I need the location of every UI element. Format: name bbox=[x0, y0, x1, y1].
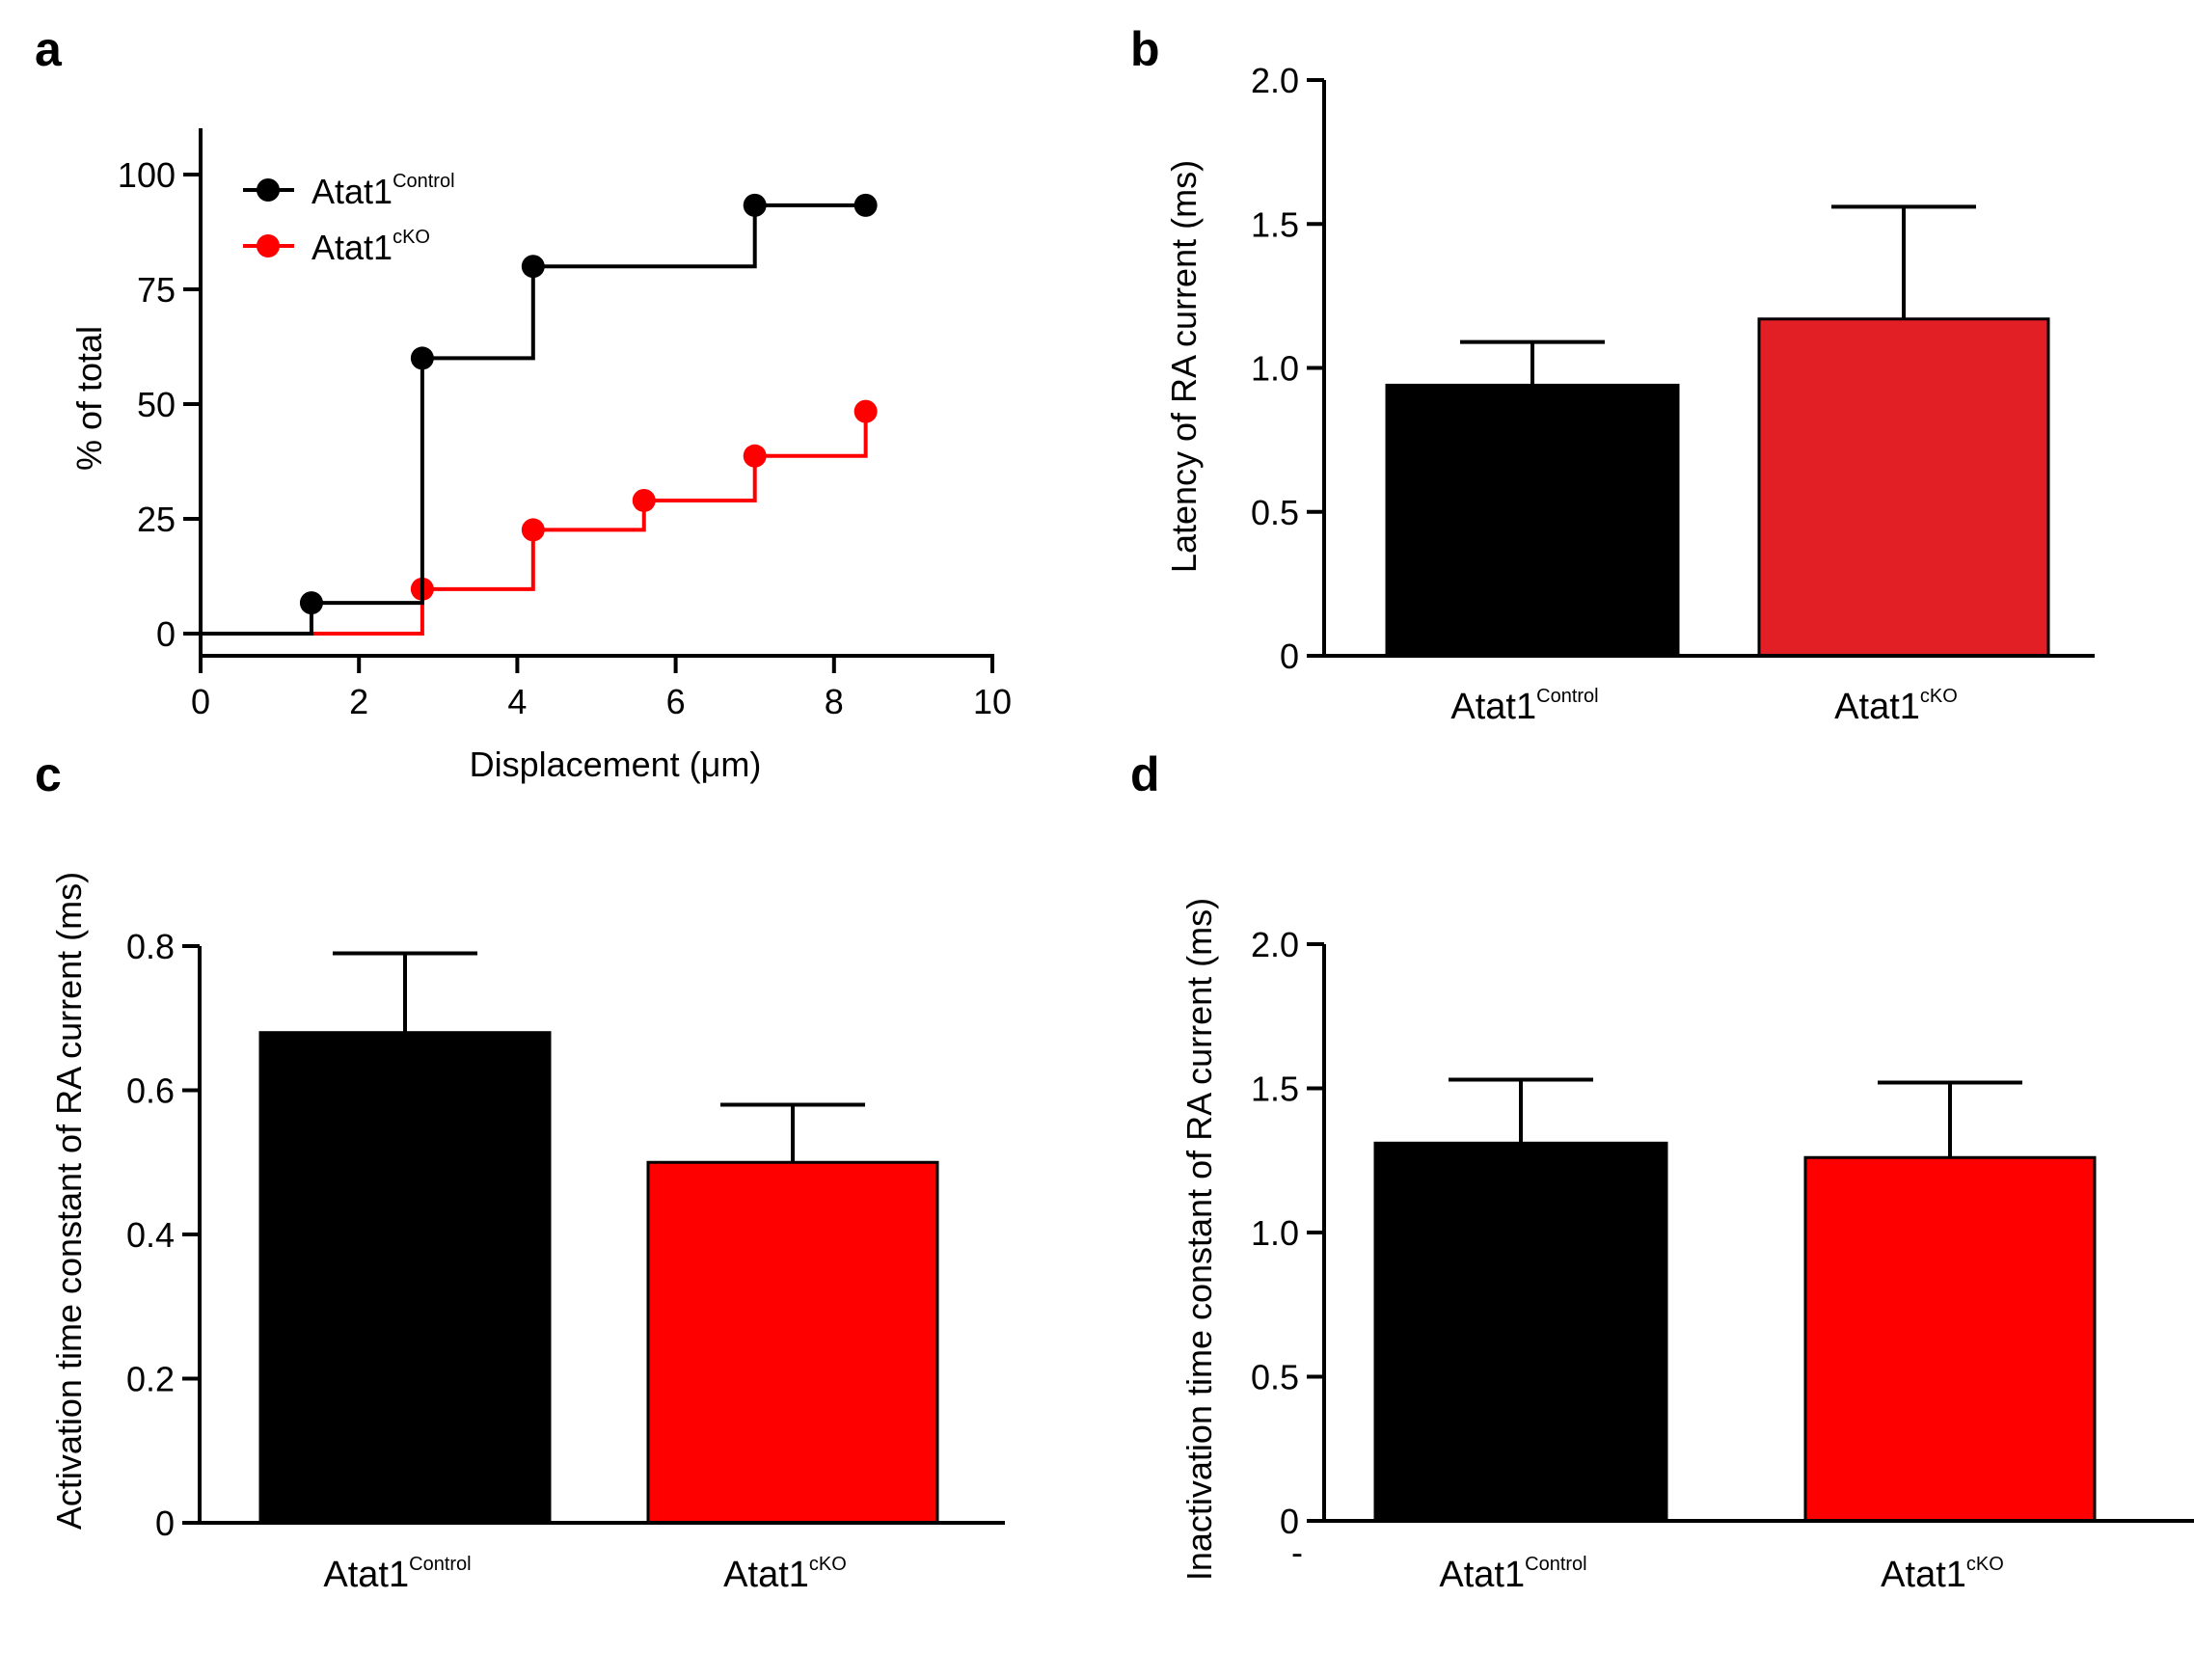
y-tick-label: 0 bbox=[1280, 637, 1299, 676]
y-axis-title: % of total bbox=[69, 326, 109, 471]
category-label-control: Atat1Control bbox=[1439, 1554, 1586, 1595]
x-tick-label: 8 bbox=[825, 682, 844, 721]
bar-control bbox=[1373, 1141, 1668, 1523]
panel-d-bar-chart: Atat1Control Atat1cKO00.51.01.52.0Inactiv… bbox=[1179, 898, 2194, 1595]
legend-label-cko-sup: cKO bbox=[393, 227, 430, 248]
data-point-control bbox=[743, 193, 767, 217]
category-label-cko-main: Atat1 bbox=[1881, 1555, 1966, 1595]
category-label-cko-sup: cKO bbox=[1920, 686, 1958, 707]
x-tick-label: 2 bbox=[349, 682, 368, 721]
panel-a-step-chart: 0 25 50 75 100 0 2 4 6 8 10 Displacement (μm) % of t… bbox=[69, 128, 1012, 784]
y-tick-label: 0.5 bbox=[1251, 493, 1299, 532]
y-axis-title: Latency of RA current (ms) bbox=[1164, 160, 1204, 573]
y-tick-label: 0.4 bbox=[126, 1215, 175, 1255]
y-tick-label: 0 bbox=[156, 614, 176, 654]
bar-cko bbox=[1803, 1155, 2097, 1523]
y-tick-label: 1.0 bbox=[1251, 1213, 1299, 1253]
category-label-cko: Atat1cKO bbox=[1881, 1554, 2004, 1595]
y-tick-label: 0.2 bbox=[126, 1360, 175, 1399]
y-tick-label: 1.5 bbox=[1251, 1070, 1299, 1109]
category-label-control-main: Atat1 bbox=[323, 1555, 409, 1595]
x-tick-label: 10 bbox=[973, 682, 1012, 721]
panel-label-c: c bbox=[35, 747, 62, 801]
data-point-control bbox=[299, 591, 323, 615]
bar-cko bbox=[1757, 317, 2050, 658]
panel-label-a: a bbox=[35, 22, 63, 76]
panel-c-bar-chart: Atat1Control Atat1cKO00.20.40.60.8Activat… bbox=[49, 872, 1005, 1595]
y-axis-title: Inactivation time constant of RA current… bbox=[1179, 898, 1219, 1581]
y-tick-label: 1.5 bbox=[1251, 204, 1299, 244]
category-label-control-main: Atat1 bbox=[1450, 687, 1536, 727]
y-tick-label: 0.8 bbox=[126, 927, 175, 966]
series-line-control bbox=[201, 203, 866, 636]
data-point-cko bbox=[853, 399, 878, 423]
y-tick-label: 0.6 bbox=[126, 1071, 175, 1111]
stray-mark: - bbox=[1291, 1532, 1303, 1572]
y-tick-label: 0 bbox=[1280, 1502, 1299, 1541]
legend-marker-control bbox=[257, 178, 280, 202]
bar-control bbox=[258, 1031, 552, 1525]
y-axis-title: Activation time constant of RA current (… bbox=[49, 872, 89, 1530]
data-point-control bbox=[410, 346, 434, 370]
y-tick-label: 2.0 bbox=[1251, 925, 1299, 964]
legend-label-cko-main: Atat1 bbox=[311, 228, 393, 267]
y-tick-label: 25 bbox=[137, 500, 176, 539]
bar-cko bbox=[646, 1160, 939, 1525]
panel-label-d: d bbox=[1130, 747, 1160, 801]
data-point-cko bbox=[632, 488, 656, 512]
y-tick-label: 0 bbox=[155, 1504, 175, 1543]
category-label-control-main: Atat1 bbox=[1439, 1555, 1525, 1595]
category-label-control: Atat1Control bbox=[323, 1554, 471, 1595]
bar-control bbox=[1385, 383, 1680, 658]
data-point-cko bbox=[743, 444, 767, 468]
category-label-cko-main: Atat1 bbox=[1834, 687, 1920, 727]
category-label-control-sup: Control bbox=[1536, 686, 1598, 707]
panel-b-bar-chart: Atat1Control Atat1cKO00.51.01.52.0Latency… bbox=[1164, 61, 2095, 727]
x-axis-title: Displacement (μm) bbox=[470, 745, 762, 784]
y-tick-label: 50 bbox=[137, 385, 176, 424]
category-label-control: Atat1Control bbox=[1450, 686, 1598, 727]
data-point-control bbox=[853, 193, 878, 217]
data-point-cko bbox=[521, 518, 545, 542]
x-tick-label: 6 bbox=[666, 682, 686, 721]
x-tick-label: 4 bbox=[507, 682, 527, 721]
legend-label-cko: Atat1cKO bbox=[311, 227, 430, 267]
y-tick-label: 0.5 bbox=[1251, 1358, 1299, 1397]
y-tick-label: 2.0 bbox=[1251, 61, 1299, 100]
panel-label-b: b bbox=[1130, 22, 1160, 76]
category-label-cko-main: Atat1 bbox=[723, 1555, 809, 1595]
category-label-control-sup: Control bbox=[409, 1554, 471, 1575]
y-tick-label: 1.0 bbox=[1251, 349, 1299, 389]
category-label-cko-sup: cKO bbox=[809, 1554, 847, 1575]
data-point-control bbox=[521, 255, 545, 279]
legend-label-control: Atat1Control bbox=[311, 171, 455, 211]
x-tick-label: 0 bbox=[191, 682, 210, 721]
category-label-cko: Atat1cKO bbox=[1834, 686, 1958, 727]
y-tick-label: 100 bbox=[118, 155, 176, 195]
legend-marker-cko bbox=[257, 234, 280, 257]
legend-label-control-sup: Control bbox=[393, 171, 454, 192]
category-label-control-sup: Control bbox=[1525, 1554, 1586, 1575]
y-tick-label: 75 bbox=[137, 270, 176, 310]
category-label-cko-sup: cKO bbox=[1966, 1554, 2004, 1575]
legend-label-control-main: Atat1 bbox=[311, 172, 393, 211]
category-label-cko: Atat1cKO bbox=[723, 1554, 847, 1595]
